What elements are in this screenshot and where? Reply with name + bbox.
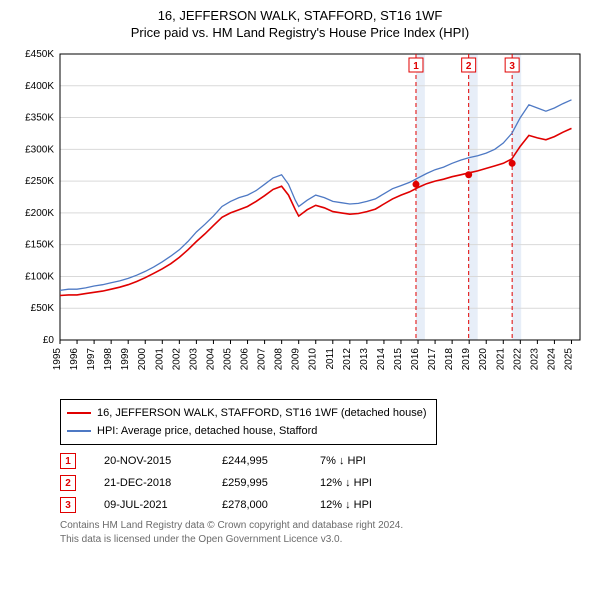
page-subtitle: Price paid vs. HM Land Registry's House … (10, 25, 590, 40)
svg-text:£450K: £450K (25, 49, 54, 60)
footer: Contains HM Land Registry data © Crown c… (60, 519, 590, 547)
svg-text:2016: 2016 (410, 348, 421, 371)
legend: 16, JEFFERSON WALK, STAFFORD, ST16 1WF (… (60, 399, 437, 445)
svg-text:2018: 2018 (444, 348, 455, 371)
svg-text:2008: 2008 (274, 348, 285, 371)
svg-text:2019: 2019 (461, 348, 472, 371)
svg-text:2004: 2004 (205, 348, 216, 371)
legend-label: 16, JEFFERSON WALK, STAFFORD, ST16 1WF (… (97, 404, 426, 422)
event-price: £278,000 (222, 499, 292, 511)
chart-container: 16, JEFFERSON WALK, STAFFORD, ST16 1WF P… (0, 0, 600, 555)
event-marker: 1 (60, 453, 76, 469)
svg-text:2002: 2002 (171, 348, 182, 371)
svg-text:2007: 2007 (257, 348, 268, 371)
svg-text:1997: 1997 (86, 348, 97, 371)
event-date: 09-JUL-2021 (104, 499, 194, 511)
svg-text:2: 2 (466, 61, 472, 72)
svg-text:2020: 2020 (478, 348, 489, 371)
chart: £0 £50K £100K £150K £200K £250K £300K £350K £400… (10, 48, 590, 393)
svg-text:£400K: £400K (25, 81, 54, 92)
legend-label: HPI: Average price, detached house, Staf… (97, 422, 317, 440)
event-price: £259,995 (222, 477, 292, 489)
svg-text:2024: 2024 (546, 348, 557, 371)
svg-text:3: 3 (509, 61, 515, 72)
event-row: 2 21-DEC-2018 £259,995 12% ↓ HPI (60, 475, 590, 491)
event-price: £244,995 (222, 455, 292, 467)
footer-line1: Contains HM Land Registry data © Crown c… (60, 519, 590, 533)
svg-text:2025: 2025 (563, 348, 574, 371)
svg-text:2005: 2005 (222, 348, 233, 371)
svg-text:1998: 1998 (103, 348, 114, 371)
event-delta: 7% ↓ HPI (320, 455, 366, 467)
svg-text:£350K: £350K (25, 113, 54, 124)
svg-text:1999: 1999 (120, 348, 131, 371)
event-row: 1 20-NOV-2015 £244,995 7% ↓ HPI (60, 453, 590, 469)
page-title: 16, JEFFERSON WALK, STAFFORD, ST16 1WF (10, 8, 590, 23)
svg-text:£250K: £250K (25, 176, 54, 187)
svg-text:£100K: £100K (25, 271, 54, 282)
svg-text:1995: 1995 (52, 348, 63, 371)
svg-text:2012: 2012 (342, 348, 353, 371)
event-date: 20-NOV-2015 (104, 455, 194, 467)
svg-text:2009: 2009 (291, 348, 302, 371)
legend-item: 16, JEFFERSON WALK, STAFFORD, ST16 1WF (… (67, 404, 426, 422)
svg-text:2014: 2014 (376, 348, 387, 371)
svg-text:£300K: £300K (25, 144, 54, 155)
svg-text:2022: 2022 (512, 348, 523, 371)
svg-text:2013: 2013 (359, 348, 370, 371)
svg-text:2011: 2011 (325, 348, 336, 370)
legend-item: HPI: Average price, detached house, Staf… (67, 422, 426, 440)
svg-text:2023: 2023 (529, 348, 540, 371)
event-delta: 12% ↓ HPI (320, 477, 372, 489)
svg-text:2001: 2001 (154, 348, 165, 371)
svg-text:2017: 2017 (427, 348, 438, 371)
legend-swatch (67, 430, 91, 432)
svg-text:2021: 2021 (495, 348, 506, 371)
event-marker: 3 (60, 497, 76, 513)
svg-text:2015: 2015 (393, 348, 404, 371)
legend-swatch (67, 412, 91, 414)
svg-text:£0: £0 (43, 335, 55, 346)
svg-text:2006: 2006 (240, 348, 251, 371)
svg-text:£150K: £150K (25, 240, 54, 251)
event-row: 3 09-JUL-2021 £278,000 12% ↓ HPI (60, 497, 590, 513)
svg-text:1: 1 (413, 61, 419, 72)
svg-text:£200K: £200K (25, 208, 54, 219)
event-date: 21-DEC-2018 (104, 477, 194, 489)
footer-line2: This data is licensed under the Open Gov… (60, 533, 590, 547)
event-marker: 2 (60, 475, 76, 491)
event-table: 1 20-NOV-2015 £244,995 7% ↓ HPI 2 21-DEC-2018… (60, 453, 590, 513)
svg-text:2003: 2003 (188, 348, 199, 371)
svg-text:1996: 1996 (69, 348, 80, 371)
svg-text:2000: 2000 (137, 348, 148, 371)
svg-text:2010: 2010 (308, 348, 319, 371)
svg-text:£50K: £50K (31, 303, 55, 314)
event-delta: 12% ↓ HPI (320, 499, 372, 511)
line-chart-svg: £0 £50K £100K £150K £200K £250K £300K £350K £400… (10, 48, 590, 388)
